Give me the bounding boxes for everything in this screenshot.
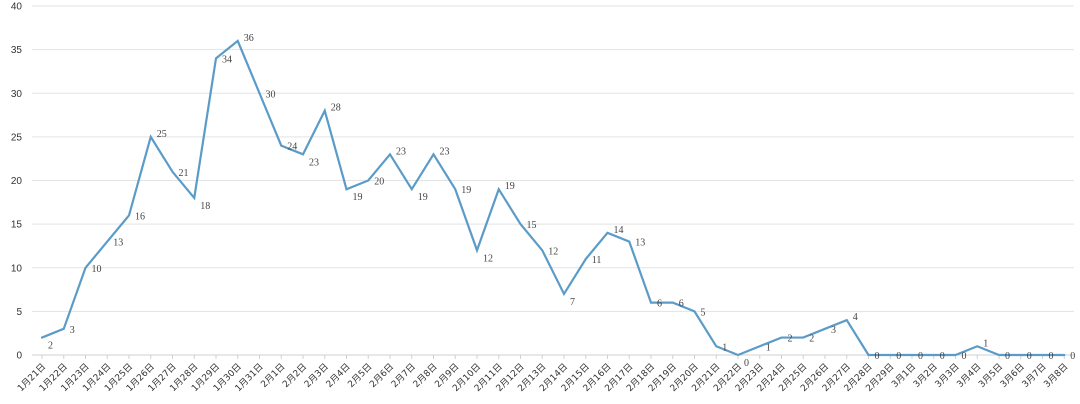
x-tick-label: 3月8日 <box>1042 361 1071 390</box>
y-tick-label: 40 <box>11 2 23 13</box>
y-tick-label: 5 <box>16 307 22 318</box>
data-label: 0 <box>940 351 945 362</box>
data-label: 4 <box>853 312 858 323</box>
data-label: 24 <box>287 142 297 153</box>
data-label: 3 <box>70 325 75 336</box>
data-label: 30 <box>266 89 276 100</box>
data-label: 14 <box>614 225 624 236</box>
data-label: 3 <box>831 325 836 336</box>
data-label: 0 <box>875 351 880 362</box>
y-tick-label: 15 <box>11 220 23 231</box>
data-label: 25 <box>157 129 167 140</box>
data-label: 19 <box>461 185 471 196</box>
data-label: 12 <box>548 246 558 257</box>
data-labels: 2310131625211834363024232819202319231912… <box>48 33 1075 369</box>
data-label: 1 <box>983 338 988 349</box>
data-label: 6 <box>657 299 662 310</box>
data-label: 19 <box>353 192 363 203</box>
x-axis-ticks: 1月21日1月22日1月23日1月24日1月25日1月26日1月27日1月28日… <box>15 361 1070 394</box>
data-label: 13 <box>113 238 123 249</box>
data-label: 0 <box>1005 351 1010 362</box>
series-line <box>40 39 1066 357</box>
data-label: 0 <box>1070 351 1075 362</box>
data-label: 0 <box>744 358 749 369</box>
y-axis-ticks: 0 5 10 15 20 25 30 35 40 <box>11 2 23 362</box>
data-label: 1 <box>722 342 727 353</box>
y-tick-label: 25 <box>11 132 23 143</box>
data-label: 2 <box>788 334 793 345</box>
y-tick-label: 20 <box>11 176 23 187</box>
data-label: 0 <box>896 351 901 362</box>
data-label: 2 <box>48 341 53 352</box>
y-tick-label: 30 <box>11 89 23 100</box>
data-label: 16 <box>135 211 145 222</box>
y-tick-label: 10 <box>11 263 23 274</box>
data-label: 1 <box>766 342 771 353</box>
data-label: 5 <box>701 307 706 318</box>
data-label: 12 <box>483 253 493 264</box>
data-label: 19 <box>418 192 428 203</box>
data-label: 0 <box>918 351 923 362</box>
series-line-group <box>40 39 1066 357</box>
data-label: 20 <box>374 177 384 188</box>
data-label: 18 <box>200 201 210 212</box>
data-label: 23 <box>440 146 450 157</box>
data-label: 34 <box>222 54 232 65</box>
data-label: 0 <box>962 351 967 362</box>
y-tick-label: 35 <box>11 45 23 56</box>
data-label: 0 <box>1027 351 1032 362</box>
data-label: 28 <box>331 103 341 114</box>
data-label: 10 <box>92 264 102 275</box>
data-label: 19 <box>505 181 515 192</box>
data-label: 7 <box>570 297 575 308</box>
data-label: 23 <box>396 146 406 157</box>
data-label: 13 <box>635 238 645 249</box>
y-tick-label: 0 <box>16 351 22 362</box>
data-label: 36 <box>244 33 254 44</box>
data-label: 11 <box>592 255 602 266</box>
data-label: 0 <box>1049 351 1054 362</box>
data-label: 15 <box>527 220 537 231</box>
data-label: 2 <box>809 334 814 345</box>
data-label: 21 <box>179 168 189 179</box>
data-label: 23 <box>309 157 319 168</box>
gridlines <box>32 5 1074 312</box>
data-label: 6 <box>679 299 684 310</box>
